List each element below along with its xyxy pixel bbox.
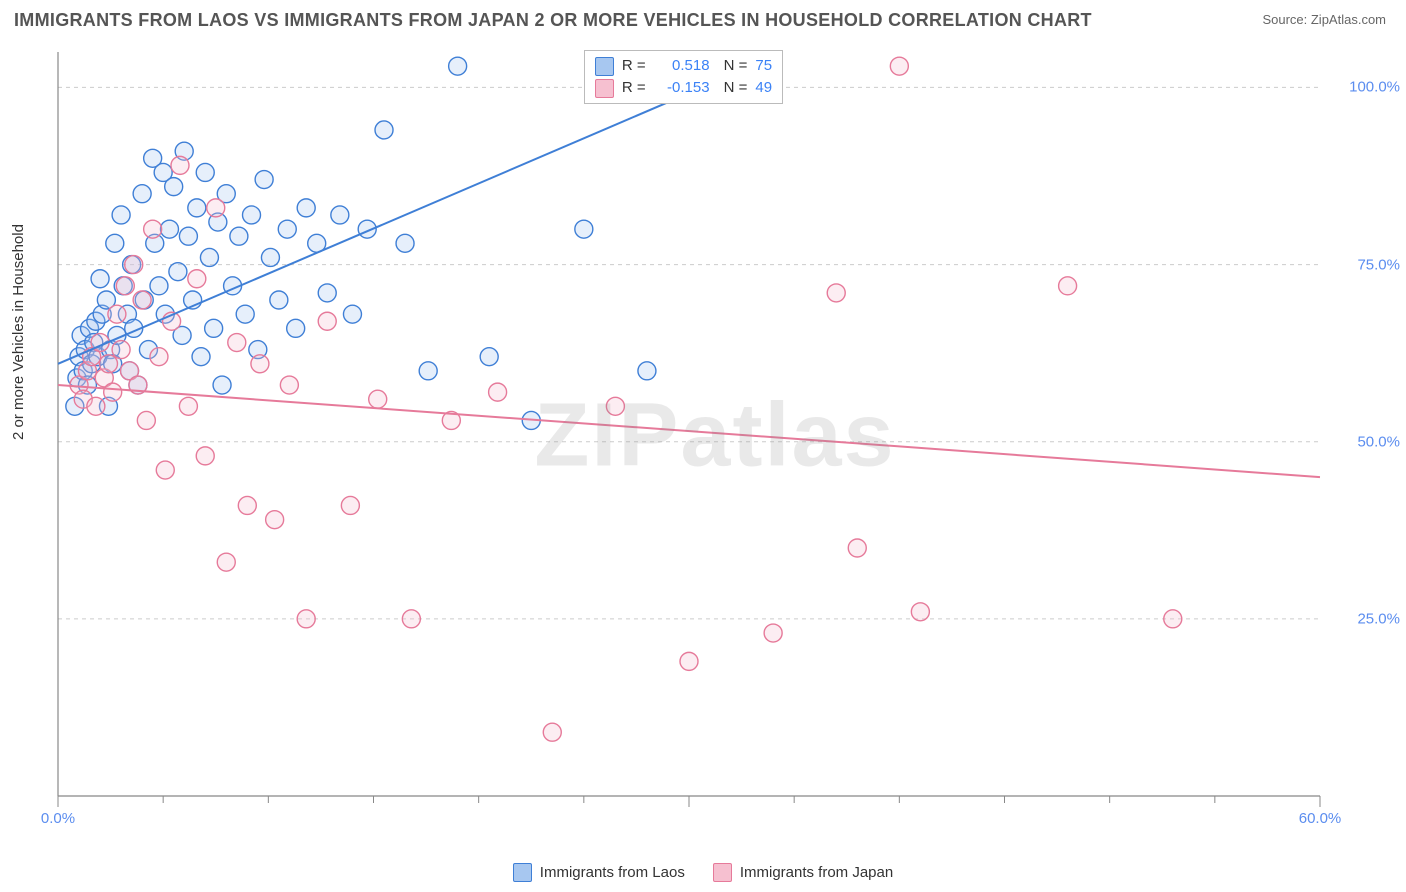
correlation-legend: R =0.518N =75R =-0.153N =49 — [584, 50, 783, 104]
chart-title: IMMIGRANTS FROM LAOS VS IMMIGRANTS FROM … — [14, 10, 1092, 31]
legend-row: R =0.518N =75 — [595, 55, 772, 77]
chart-svg — [50, 46, 1380, 826]
legend-item: Immigrants from Japan — [713, 863, 893, 882]
chart-plot: ZIPatlas — [50, 46, 1380, 826]
y-tick-label: 75.0% — [1357, 256, 1400, 273]
legend-swatch — [713, 863, 732, 882]
legend-row: R =-0.153N =49 — [595, 77, 772, 99]
legend-swatch — [513, 863, 532, 882]
source-label: Source: ZipAtlas.com — [1262, 12, 1386, 27]
legend-swatch — [595, 79, 614, 98]
legend-swatch — [595, 57, 614, 76]
y-tick-label: 25.0% — [1357, 610, 1400, 627]
series-legend: Immigrants from Laos Immigrants from Japa… — [0, 863, 1406, 886]
y-axis-label: 2 or more Vehicles in Household — [10, 224, 27, 440]
legend-item: Immigrants from Laos — [513, 863, 685, 882]
x-tick-label: 60.0% — [1299, 810, 1342, 827]
x-tick-label: 0.0% — [41, 810, 75, 827]
y-tick-label: 100.0% — [1349, 79, 1400, 96]
y-tick-label: 50.0% — [1357, 433, 1400, 450]
